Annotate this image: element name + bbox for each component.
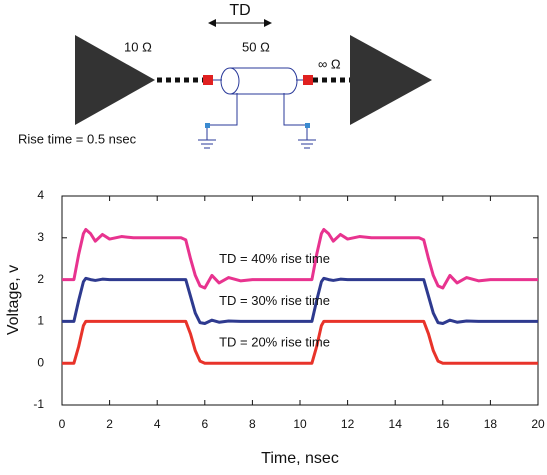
x-tick-label: 20 xyxy=(531,417,545,431)
arrow-head xyxy=(208,19,216,27)
tline-body xyxy=(230,67,298,95)
y-tick-label: -1 xyxy=(33,397,44,411)
series-label: TD = 30% rise time xyxy=(219,293,330,308)
load-impedance: ∞ Ω xyxy=(318,56,341,71)
rise-time-note: Rise time = 0.5 nsec xyxy=(18,131,137,146)
x-tick-label: 6 xyxy=(201,417,208,431)
port xyxy=(303,75,313,85)
tline-end xyxy=(220,67,240,95)
port xyxy=(203,75,213,85)
circuit-diagram: TD 10 Ω 50 Ω ∞ Ω Rise time = 0.5 nsec xyxy=(18,2,432,149)
arrow-head xyxy=(264,19,272,27)
y-tick-label: 2 xyxy=(37,272,44,286)
ground-wire xyxy=(283,93,307,126)
ground-symbol xyxy=(198,128,316,149)
x-tick-label: 0 xyxy=(59,417,66,431)
series-label: TD = 20% rise time xyxy=(219,335,330,350)
ground-wire xyxy=(208,93,238,126)
driver xyxy=(75,35,155,125)
x-tick-label: 10 xyxy=(293,417,307,431)
y-axis-label: Voltage, v xyxy=(5,265,22,335)
x-tick-label: 14 xyxy=(389,417,403,431)
receiver xyxy=(350,35,432,125)
series-label: TD = 40% rise time xyxy=(219,251,330,266)
line-impedance: 50 Ω xyxy=(242,39,270,54)
td-label: TD xyxy=(229,2,250,19)
y-tick-label: 1 xyxy=(37,314,44,328)
x-tick-label: 16 xyxy=(436,417,450,431)
source-impedance: 10 Ω xyxy=(124,39,152,54)
y-tick-label: 3 xyxy=(37,230,44,244)
ground-port xyxy=(305,123,310,128)
y-tick-label: 0 xyxy=(37,355,44,369)
series-line xyxy=(62,319,538,365)
x-tick-label: 8 xyxy=(249,417,256,431)
y-tick-label: 4 xyxy=(37,188,44,202)
series-line xyxy=(62,227,538,290)
ground-port xyxy=(205,123,210,128)
x-tick-label: 18 xyxy=(484,417,498,431)
x-axis-label: Time, nsec xyxy=(261,450,339,467)
x-tick-label: 12 xyxy=(341,417,355,431)
series-line xyxy=(62,276,538,325)
x-tick-label: 4 xyxy=(154,417,161,431)
x-tick-label: 2 xyxy=(106,417,113,431)
